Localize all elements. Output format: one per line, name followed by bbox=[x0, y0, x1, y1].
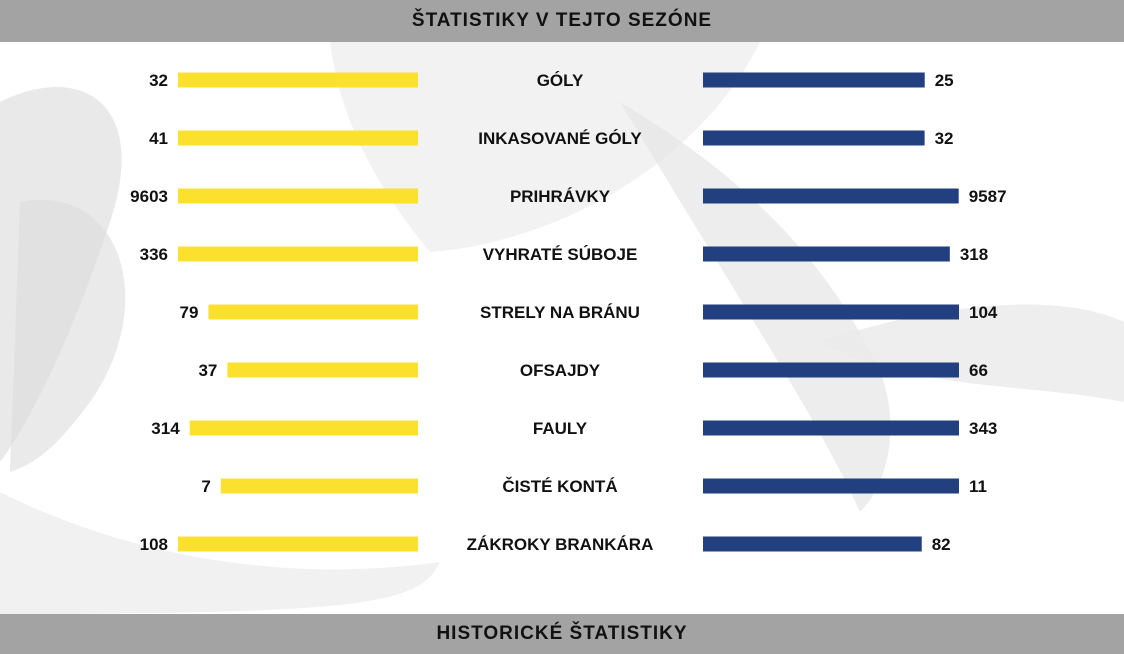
category-label: STRELY NA BRÁNU bbox=[480, 303, 640, 322]
bar-left bbox=[227, 362, 418, 378]
bar-right bbox=[703, 478, 959, 494]
value-label-right: 9587 bbox=[969, 187, 1007, 206]
category-label: OFSAJDY bbox=[520, 361, 601, 380]
category-label: ZÁKROKY BRANKÁRA bbox=[467, 535, 654, 554]
history-section-bar[interactable]: HISTORICKÉ ŠTATISTIKY bbox=[0, 614, 1124, 654]
bar-left bbox=[178, 536, 418, 552]
value-label-left: 7 bbox=[201, 477, 210, 496]
value-label-left: 9603 bbox=[130, 187, 168, 206]
category-label: INKASOVANÉ GÓLY bbox=[478, 129, 642, 148]
bar-right bbox=[703, 72, 925, 88]
bar-right bbox=[703, 362, 959, 378]
value-label-left: 79 bbox=[180, 303, 199, 322]
category-label: VYHRATÉ SÚBOJE bbox=[483, 245, 638, 264]
bar-right bbox=[703, 188, 959, 204]
value-label-left: 336 bbox=[140, 245, 168, 264]
section-title: ŠTATISTIKY V TEJTO SEZÓNE bbox=[411, 10, 713, 31]
bar-left bbox=[208, 304, 418, 320]
value-label-left: 41 bbox=[149, 129, 168, 148]
bar-left bbox=[220, 478, 418, 494]
section-header: ŠTATISTIKY V TEJTO SEZÓNE bbox=[0, 0, 1124, 42]
bar-left bbox=[178, 246, 418, 262]
category-label: GÓLY bbox=[537, 71, 584, 90]
category-label: ČISTÉ KONTÁ bbox=[502, 477, 617, 496]
bar-right bbox=[703, 536, 922, 552]
value-label-right: 82 bbox=[932, 535, 951, 554]
category-label: FAULY bbox=[533, 419, 588, 438]
value-label-right: 104 bbox=[969, 303, 998, 322]
bar-right bbox=[703, 304, 959, 320]
value-label-right: 66 bbox=[969, 361, 988, 380]
bar-right bbox=[703, 420, 959, 436]
value-label-right: 32 bbox=[935, 129, 954, 148]
value-label-left: 37 bbox=[198, 361, 217, 380]
value-label-right: 25 bbox=[935, 71, 954, 90]
category-label: PRIHRÁVKY bbox=[510, 187, 611, 206]
bar-left bbox=[178, 130, 418, 146]
bar-right bbox=[703, 130, 925, 146]
value-label-left: 108 bbox=[140, 535, 168, 554]
value-label-left: 32 bbox=[149, 71, 168, 90]
history-section-title: HISTORICKÉ ŠTATISTIKY bbox=[436, 623, 688, 644]
bar-right bbox=[703, 246, 950, 262]
bar-left bbox=[189, 420, 418, 436]
comparison-chart: 32 25 GÓLY 41 32 INKASOVANÉ GÓLY 9603 9587 PRIHR… bbox=[130, 71, 1007, 554]
value-label-right: 343 bbox=[969, 419, 997, 438]
bar-left bbox=[178, 72, 418, 88]
value-label-right: 318 bbox=[960, 245, 988, 264]
value-label-right: 11 bbox=[969, 477, 987, 496]
bar-left bbox=[178, 188, 418, 204]
value-label-left: 314 bbox=[151, 419, 180, 438]
